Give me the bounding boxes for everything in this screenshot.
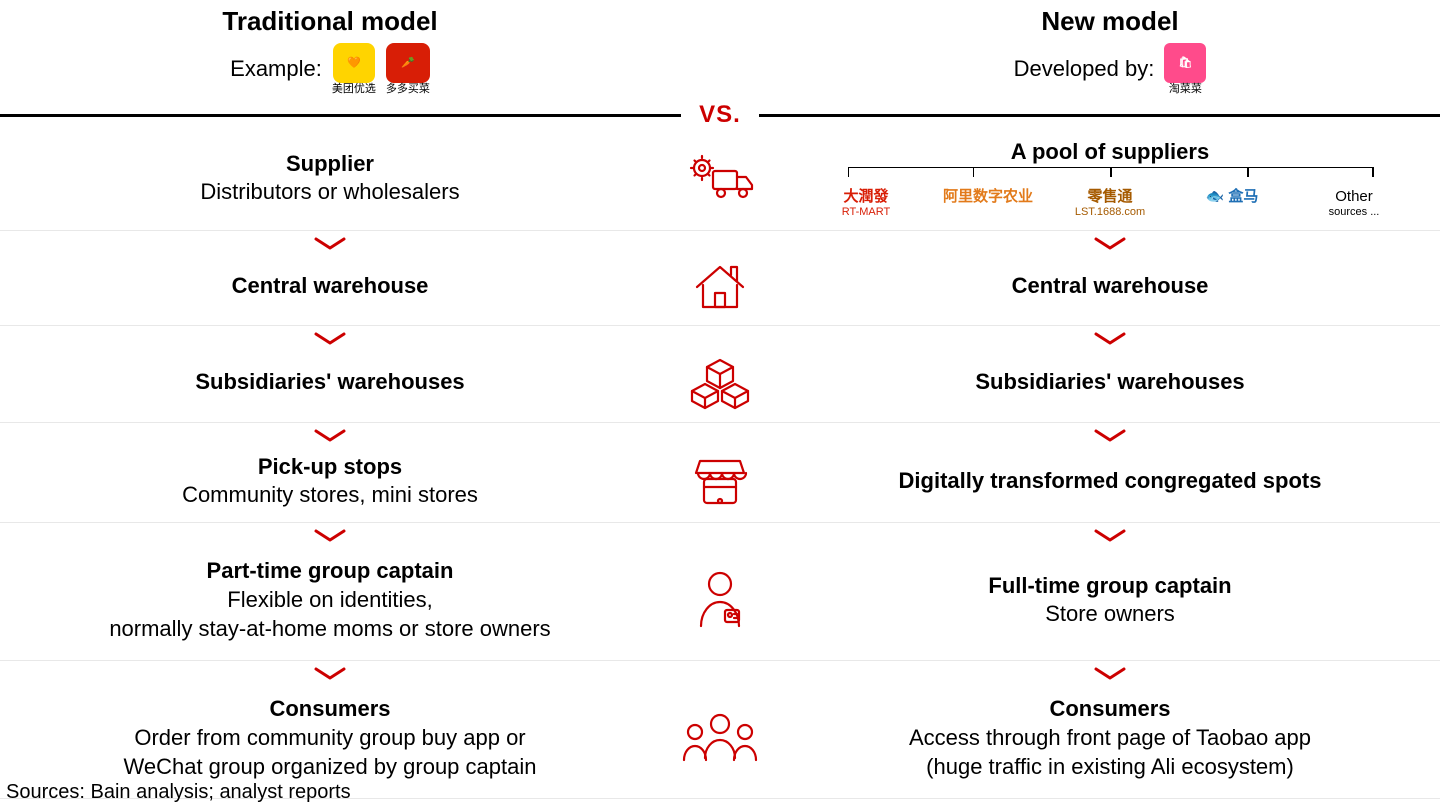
diagram-root: Traditional model Example: 🧡 美团优选 🥕 多多买菜…: [0, 0, 1440, 810]
vs-label: VS.: [681, 101, 759, 129]
supplier-ali-digital-agri: 阿里数字农业: [930, 189, 1046, 206]
stage-row: Pick-up stopsCommunity stores, mini stor…: [0, 443, 1440, 523]
stage-row: Subsidiaries' warehouses Subsidiaries' wa…: [0, 346, 1440, 423]
divider-line-left: [0, 114, 681, 117]
stage-left: Subsidiaries' warehouses: [0, 368, 660, 397]
stage-title: Pick-up stops: [18, 453, 642, 482]
header-right: New model Developed by: 🛍 淘菜菜: [780, 6, 1440, 95]
stage-title: Digitally transformed congregated spots: [798, 467, 1422, 496]
logo-taocaicai: 🛍 淘菜菜: [1164, 43, 1206, 95]
header-row: Traditional model Example: 🧡 美团优选 🥕 多多买菜…: [0, 0, 1440, 95]
stage-sub: Access through front page of Taobao app(…: [798, 724, 1422, 781]
stage-row: SupplierDistributors or wholesalers A poo…: [0, 129, 1440, 231]
supplier-rtmart: 大潤發RT-MART: [808, 189, 924, 218]
pdd-icon: 🥕: [386, 43, 430, 83]
stage-right: Digitally transformed congregated spots: [780, 467, 1440, 496]
chevron-down-icon: [18, 326, 642, 346]
taocaicai-icon: 🛍: [1164, 43, 1206, 83]
people-icon: [660, 712, 780, 764]
right-subtitle-row: Developed by: 🛍 淘菜菜: [780, 43, 1440, 95]
supplier-other: Othersources ...: [1296, 189, 1412, 218]
stage-sub: Order from community group buy app orWeC…: [18, 724, 642, 781]
chevron-down-icon: [18, 423, 642, 443]
supplier-lst-1688: 零售通LST.1688.com: [1052, 189, 1168, 218]
stage-right: Subsidiaries' warehouses: [780, 368, 1440, 397]
chevron-down-icon: [798, 523, 1422, 543]
stage-title: Subsidiaries' warehouses: [18, 368, 642, 397]
vs-divider-row: VS.: [0, 101, 1440, 129]
chevron-down-icon: [18, 231, 642, 251]
left-subtitle-prefix: Example:: [230, 56, 322, 82]
stage-title: Subsidiaries' warehouses: [798, 368, 1422, 397]
sources-line: Sources: Bain analysis; analyst reports: [6, 781, 351, 804]
stage-left: Part-time group captainFlexible on ident…: [0, 557, 660, 643]
divider-line-right: [759, 114, 1440, 117]
stage-right: Full-time group captainStore owners: [780, 572, 1440, 629]
truck-gear-icon: [660, 153, 780, 203]
taocaicai-caption: 淘菜菜: [1169, 84, 1202, 95]
stage-title: Central warehouse: [18, 272, 642, 301]
meituan-caption: 美团优选: [332, 84, 376, 95]
chevron-down-icon: [798, 661, 1422, 681]
storefront-icon: [660, 453, 780, 509]
supplier-pool-title: A pool of suppliers: [798, 139, 1422, 165]
stage-sub: Distributors or wholesalers: [18, 178, 642, 207]
logo-pdd: 🥕 多多买菜: [386, 43, 430, 95]
left-logos: 🧡 美团优选 🥕 多多买菜: [332, 43, 430, 95]
stage-sub: Community stores, mini stores: [18, 481, 642, 510]
supplier-hema: 🐟 盒马: [1174, 189, 1290, 206]
left-model-title: Traditional model: [0, 6, 660, 37]
stage-row: Central warehouse Central warehouse: [0, 251, 1440, 326]
logo-meituan: 🧡 美团优选: [332, 43, 376, 95]
stage-right: A pool of suppliers 大潤發RT-MART 阿里数字农业零售通LS…: [780, 139, 1440, 218]
stage-title: Consumers: [798, 695, 1422, 724]
stage-sub: Store owners: [798, 600, 1422, 629]
stage-left: SupplierDistributors or wholesalers: [0, 150, 660, 207]
stage-title: Full-time group captain: [798, 572, 1422, 601]
house-icon: [660, 261, 780, 313]
stage-left: Central warehouse: [0, 272, 660, 301]
chevron-down-icon: [18, 661, 642, 681]
stage-title: Consumers: [18, 695, 642, 724]
stage-right: ConsumersAccess through front page of Ta…: [780, 695, 1440, 781]
person-badge-icon: [660, 570, 780, 630]
stage-title: Part-time group captain: [18, 557, 642, 586]
pool-bracket: [798, 167, 1422, 185]
boxes-icon: [660, 356, 780, 410]
stage-title: Central warehouse: [798, 272, 1422, 301]
stage-left: Pick-up stopsCommunity stores, mini stor…: [0, 453, 660, 510]
stages-container: SupplierDistributors or wholesalers A poo…: [0, 129, 1440, 799]
left-subtitle-row: Example: 🧡 美团优选 🥕 多多买菜: [0, 43, 660, 95]
stage-right: Central warehouse: [780, 272, 1440, 301]
chevron-down-icon: [798, 423, 1422, 443]
chevron-down-icon: [798, 231, 1422, 251]
supplier-list: 大潤發RT-MART 阿里数字农业零售通LST.1688.com 🐟 盒马 Other…: [798, 189, 1422, 218]
chevron-down-icon: [798, 326, 1422, 346]
stage-title: Supplier: [18, 150, 642, 179]
chevron-down-icon: [18, 523, 642, 543]
right-model-title: New model: [780, 6, 1440, 37]
stage-sub: Flexible on identities,normally stay-at-…: [18, 586, 642, 643]
stage-left: ConsumersOrder from community group buy …: [0, 695, 660, 781]
right-subtitle-prefix: Developed by:: [1014, 56, 1155, 82]
meituan-icon: 🧡: [333, 43, 375, 83]
pdd-caption: 多多买菜: [386, 84, 430, 95]
stage-row: Part-time group captainFlexible on ident…: [0, 543, 1440, 661]
header-left: Traditional model Example: 🧡 美团优选 🥕 多多买菜: [0, 6, 660, 95]
